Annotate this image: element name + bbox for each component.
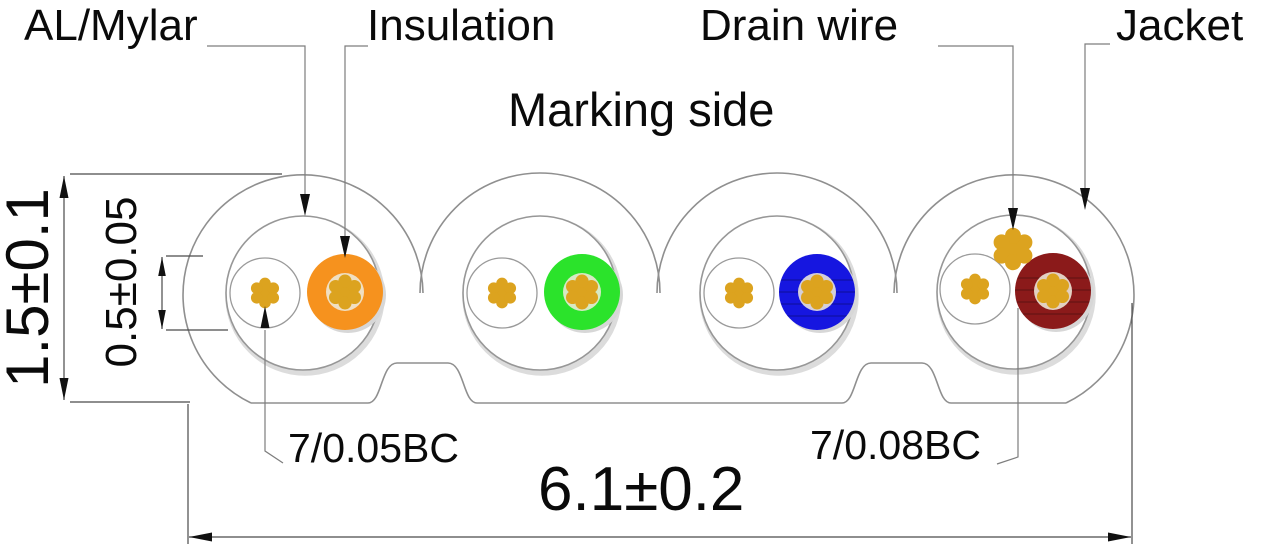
leader-arrowheads [260,188,1090,328]
leader-lines [207,43,1110,465]
dimension-lines [63,173,1133,544]
al-mylar-arrow [300,194,310,216]
jacket-lobe-3 [656,172,898,294]
insulation-leader [344,45,368,238]
label-spec-7-008bc: 7/0.08BC [810,422,981,468]
label-insulation: Insulation [367,1,556,50]
label-jacket: Jacket [1116,1,1244,50]
jacket-lobe-1 [182,174,424,404]
drain-wire-circles [229,253,1011,329]
label-width-dimension: 6.1±0.2 [538,455,745,524]
label-height-dimension: 1.5±0.1 [0,188,61,388]
label-marking-side: Marking side [508,83,775,136]
drain-wire-arrow [1008,208,1018,230]
width-arrow-right [1108,532,1131,542]
jacket-arrow [1080,188,1090,210]
height-arrow-bottom [59,378,69,400]
label-spec-7-005bc: 7/0.05BC [288,425,459,471]
spec-small-arrow [260,306,270,328]
inner-arrow-top [158,257,166,276]
jacket-outline [182,172,1135,404]
jacket-lobe-2 [419,172,661,294]
spec-small-leader [264,330,284,464]
spec-large-leader [996,308,1019,465]
insulation-arrow [340,236,350,258]
jacket-lobe-4 [893,174,1135,404]
jacket-bottom [251,362,1066,404]
drain-wire-leader [938,45,1014,210]
width-arrow-left [189,532,212,542]
inner-arrow-bottom [158,310,166,329]
label-drain-diameter: 0.5±0.05 [97,196,146,368]
jacket-leader [1084,43,1110,190]
label-al-mylar: AL/Mylar [24,1,198,50]
dimension-arrowheads [59,176,1131,542]
al-mylar-leader [207,45,306,196]
height-arrow-top [59,176,69,198]
label-drain-wire: Drain wire [700,1,899,50]
